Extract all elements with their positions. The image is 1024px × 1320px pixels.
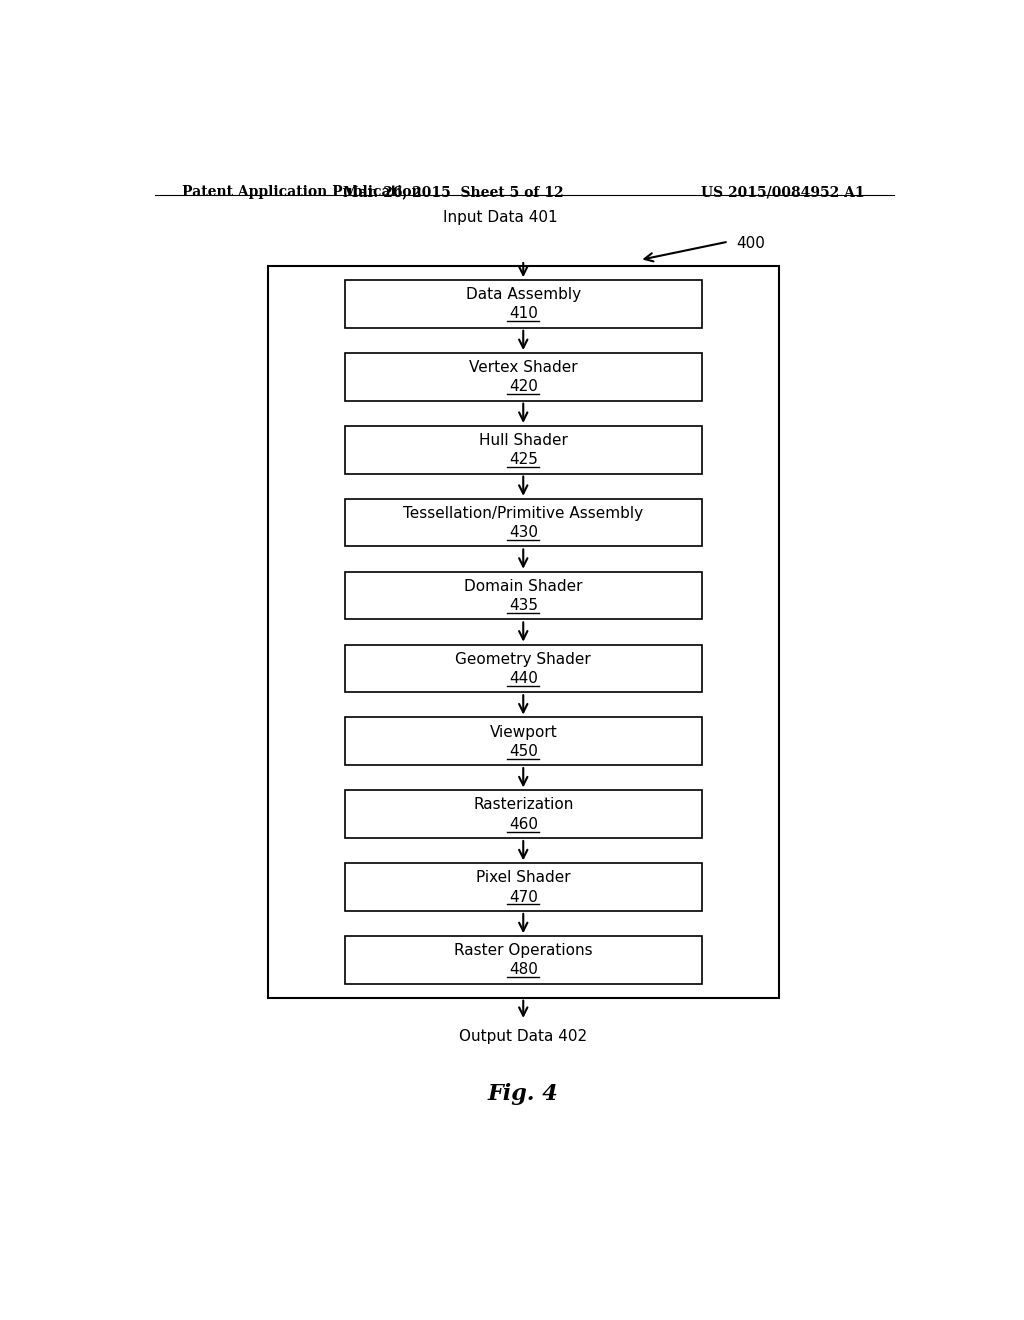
Text: Rasterization: Rasterization [473, 797, 573, 812]
Bar [345, 499, 701, 546]
Text: 460: 460 [509, 817, 538, 832]
Bar [345, 718, 701, 766]
Text: 400: 400 [736, 235, 765, 251]
Text: 450: 450 [509, 743, 538, 759]
Text: Input Data 401: Input Data 401 [442, 210, 557, 226]
Text: Raster Operations: Raster Operations [454, 944, 593, 958]
Text: Pixel Shader: Pixel Shader [476, 870, 570, 886]
Text: 420: 420 [509, 379, 538, 395]
Bar [267, 267, 779, 998]
Text: 480: 480 [509, 962, 538, 978]
Text: Output Data 402: Output Data 402 [459, 1028, 588, 1044]
Text: Tessellation/Primitive Assembly: Tessellation/Primitive Assembly [403, 506, 643, 521]
Bar [345, 280, 701, 327]
Bar [345, 863, 701, 911]
Text: 435: 435 [509, 598, 538, 612]
Bar [345, 936, 701, 983]
Text: Domain Shader: Domain Shader [464, 578, 583, 594]
Bar [345, 791, 701, 838]
Text: Hull Shader: Hull Shader [479, 433, 567, 447]
Text: US 2015/0084952 A1: US 2015/0084952 A1 [700, 185, 864, 199]
Text: 440: 440 [509, 671, 538, 686]
Text: Geometry Shader: Geometry Shader [456, 652, 591, 667]
Text: Viewport: Viewport [489, 725, 557, 739]
Bar [345, 352, 701, 401]
Text: 425: 425 [509, 453, 538, 467]
Text: 410: 410 [509, 306, 538, 322]
Text: Data Assembly: Data Assembly [466, 288, 581, 302]
Text: 470: 470 [509, 890, 538, 904]
Text: Patent Application Publication: Patent Application Publication [182, 185, 422, 199]
Text: Mar. 26, 2015  Sheet 5 of 12: Mar. 26, 2015 Sheet 5 of 12 [343, 185, 564, 199]
Bar [345, 426, 701, 474]
Text: Fig. 4: Fig. 4 [487, 1082, 559, 1105]
Bar [345, 572, 701, 619]
Text: Vertex Shader: Vertex Shader [469, 360, 578, 375]
Text: 430: 430 [509, 525, 538, 540]
Bar [345, 644, 701, 692]
